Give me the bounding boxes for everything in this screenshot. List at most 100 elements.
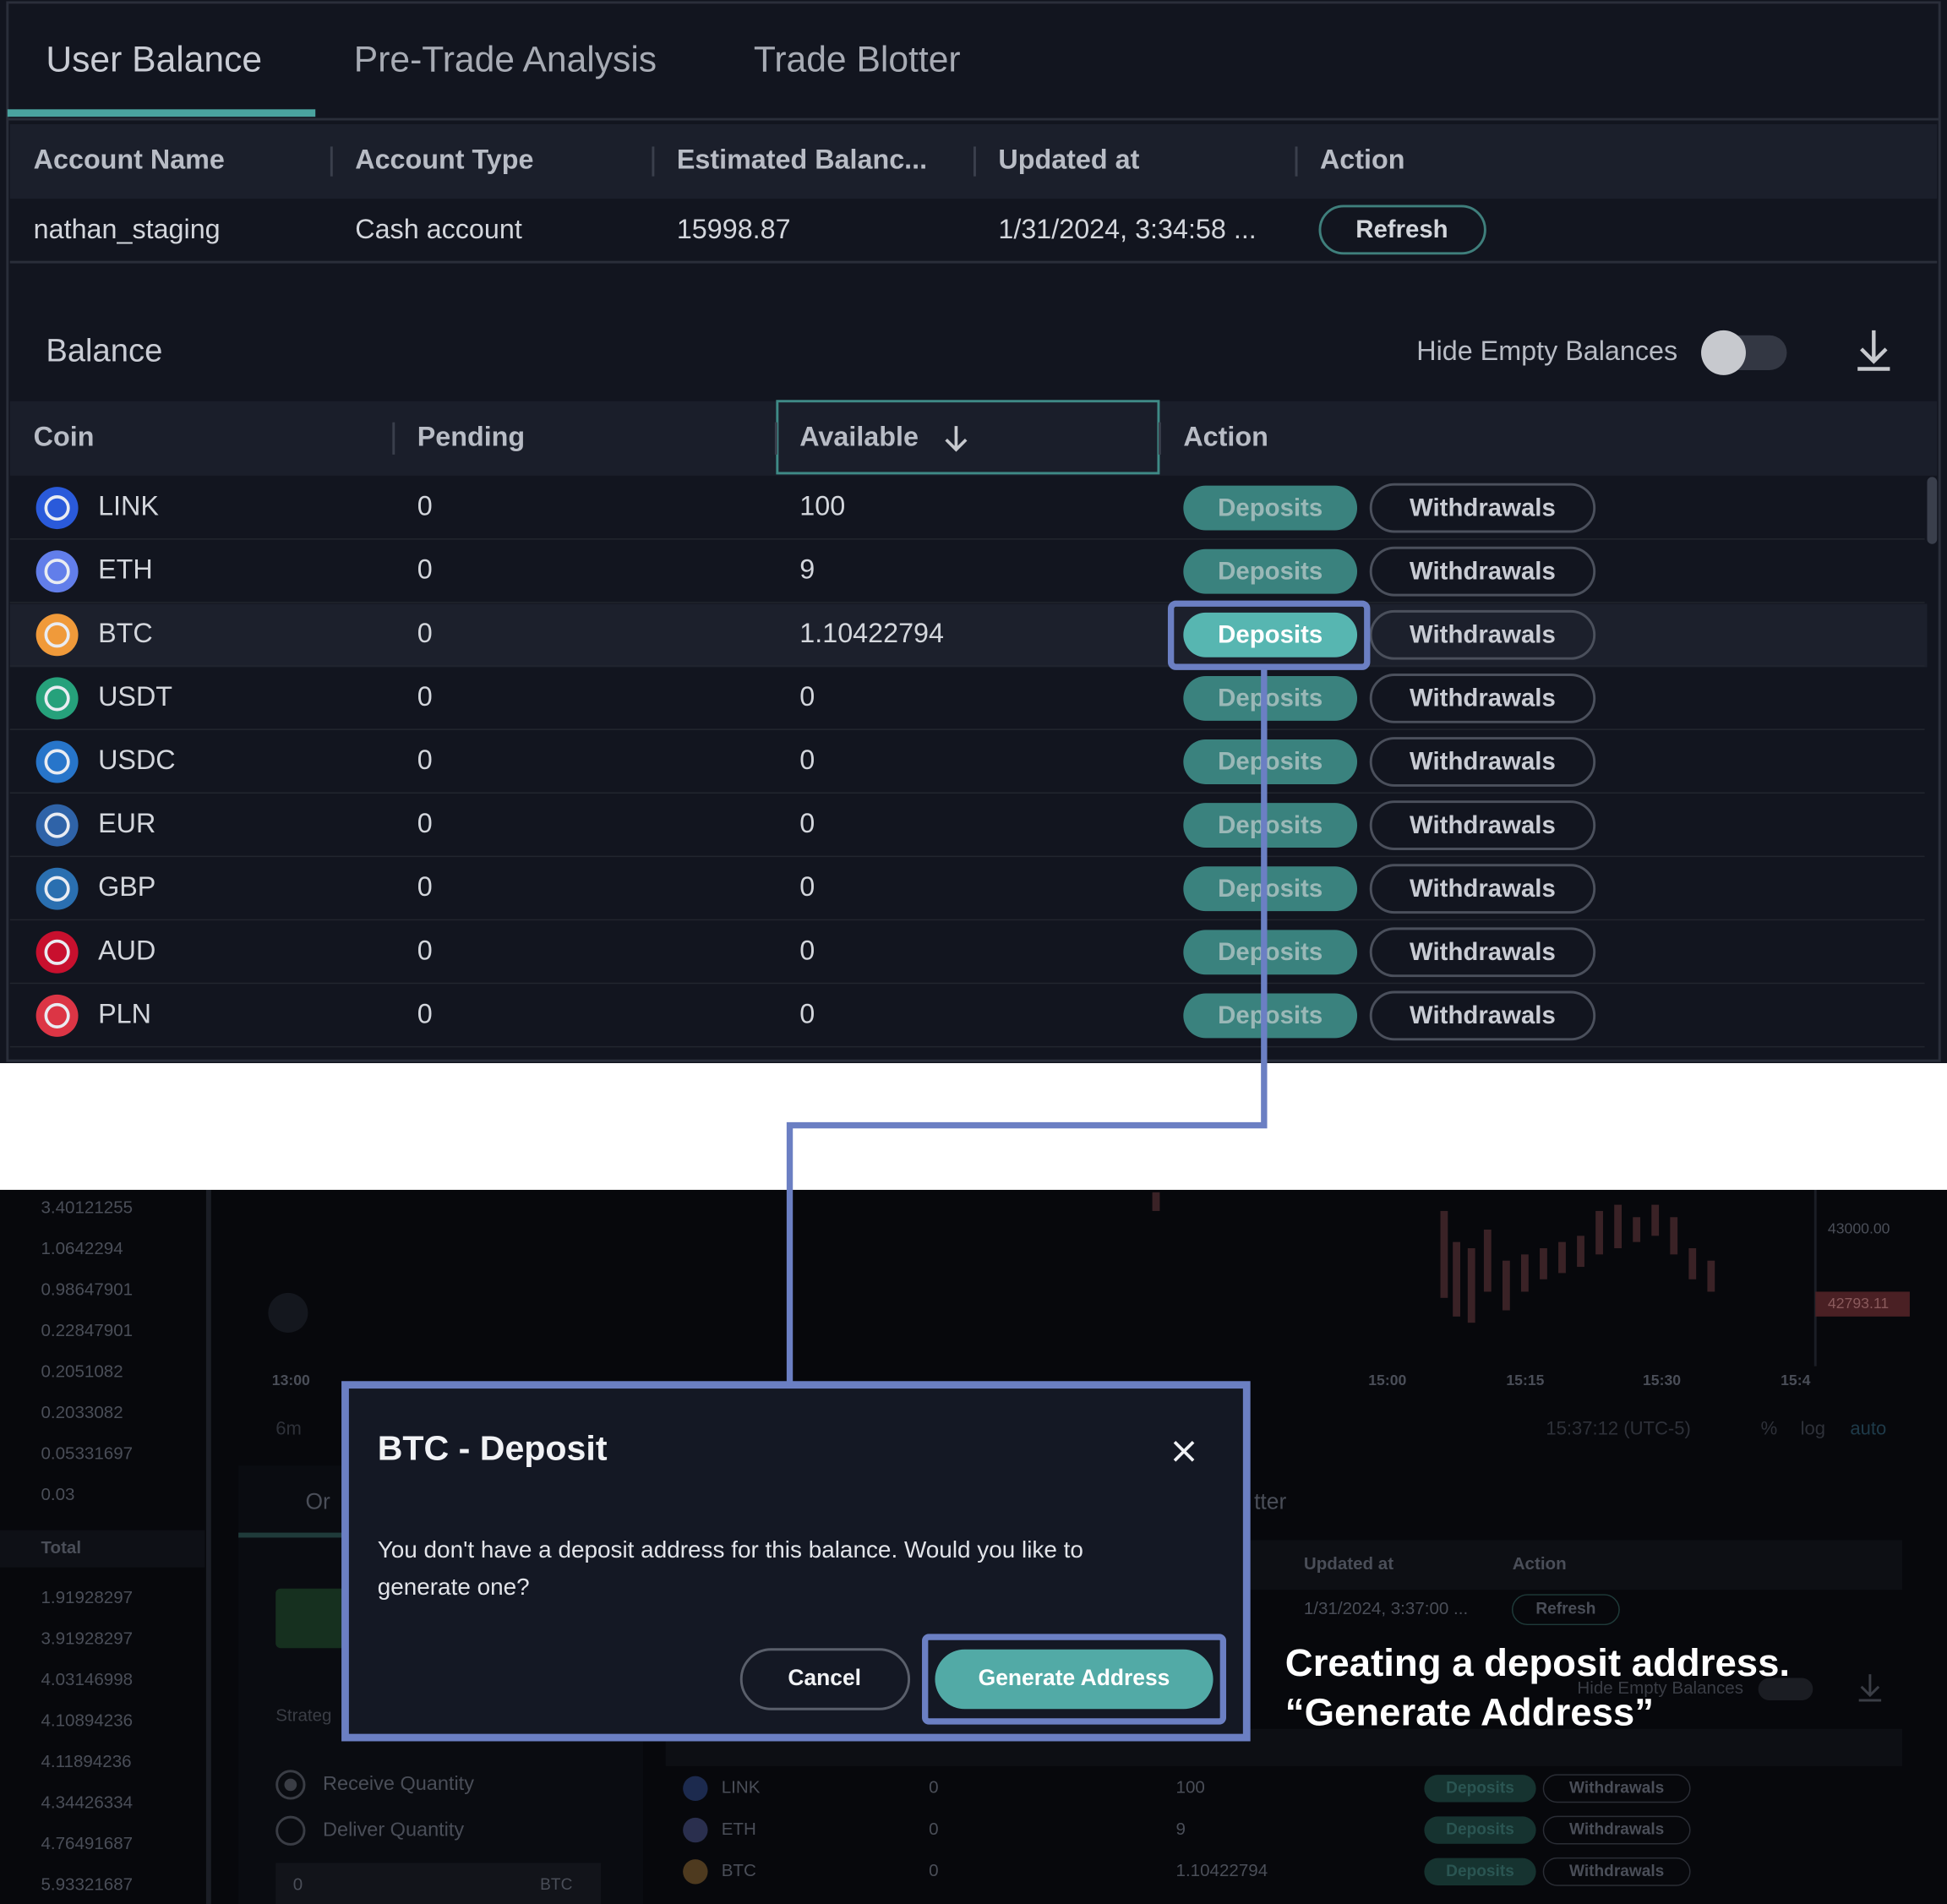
- coin-icon: [35, 867, 79, 910]
- tab: Pre-Trade Analysis: [354, 40, 657, 80]
- refresh-button[interactable]: [1318, 205, 1486, 255]
- generate-highlight: [922, 1634, 1227, 1725]
- withdraw-button[interactable]: [1369, 864, 1596, 914]
- pending: 0: [929, 1861, 938, 1880]
- total-band: [0, 1530, 205, 1568]
- pending: 0: [417, 554, 433, 585]
- cancel-button[interactable]: [739, 1648, 911, 1710]
- column-header: Action: [1183, 421, 1268, 451]
- tab-underline: [238, 1532, 363, 1538]
- close-icon[interactable]: [1173, 1440, 1195, 1462]
- qty-input: [275, 1863, 602, 1904]
- withdraw-button[interactable]: [1369, 927, 1596, 978]
- coin-icon: [683, 1859, 708, 1885]
- withdraw-label: Withdrawals: [1410, 875, 1556, 903]
- radio-label: Receive Quantity: [323, 1772, 474, 1794]
- deposit-button[interactable]: [1183, 866, 1358, 912]
- order-book-value: 0.2033082: [41, 1403, 123, 1422]
- withdraw-button[interactable]: [1369, 990, 1596, 1041]
- cancel-label: Cancel: [788, 1665, 861, 1690]
- available: 100: [799, 491, 845, 521]
- download-icon[interactable]: [1857, 330, 1890, 371]
- candle: [1633, 1217, 1641, 1242]
- withdraw-button[interactable]: [1369, 483, 1596, 533]
- deposit-label: Deposits: [1218, 557, 1323, 585]
- pending: 0: [417, 935, 433, 965]
- coin-icon-inner: [44, 1002, 70, 1028]
- total-value: 4.11894236: [41, 1752, 131, 1771]
- order-book-value: 0.98647901: [41, 1279, 133, 1299]
- deposit-label: Deposits: [1218, 875, 1323, 903]
- mini-refresh-label: Refresh: [1535, 1601, 1595, 1618]
- column-header: Account Name: [34, 145, 225, 175]
- withdraw-button[interactable]: [1369, 609, 1596, 660]
- pending: 0: [417, 491, 433, 521]
- deposit-button[interactable]: [1183, 675, 1358, 721]
- coin-name: ETH: [722, 1819, 756, 1839]
- deposit-button[interactable]: [1183, 739, 1358, 784]
- order-book-value: 0.03: [41, 1485, 74, 1504]
- coin-name: LINK: [722, 1778, 761, 1798]
- total-value: 3.91928297: [41, 1628, 133, 1648]
- available: 0: [799, 745, 815, 775]
- deposit-button[interactable]: [1183, 803, 1358, 848]
- candle: [1688, 1248, 1697, 1279]
- timeframe: 6m: [275, 1417, 302, 1438]
- total-label: Total: [41, 1538, 81, 1558]
- deposit-button[interactable]: [1183, 548, 1358, 594]
- coin-icon: [683, 1776, 708, 1802]
- coin-name: USDC: [98, 745, 176, 775]
- coin-name: BTC: [98, 618, 153, 648]
- deposit-label: Deposits: [1218, 621, 1323, 649]
- candle: [1651, 1204, 1660, 1236]
- modal-message: generate one?: [378, 1574, 530, 1600]
- deposit-label: Deposits: [1218, 748, 1323, 776]
- annotation: Creating a deposit address.: [1285, 1641, 1790, 1684]
- withdraw-label: Withdrawals: [1410, 621, 1556, 649]
- withdraw-button[interactable]: [1369, 674, 1596, 723]
- mini-refresh: [1511, 1594, 1620, 1626]
- withdraw-button[interactable]: [1369, 800, 1596, 850]
- order-book-value: 3.40121255: [41, 1198, 133, 1217]
- modal-message: You don't have a deposit address for thi…: [378, 1536, 1083, 1563]
- candle: [1670, 1217, 1678, 1255]
- pending: 0: [417, 871, 433, 902]
- deposit-label: Deposits: [1218, 811, 1323, 839]
- strategy-label: Strateg: [275, 1706, 331, 1726]
- coin-name: AUD: [98, 935, 155, 965]
- deposit-button[interactable]: [1183, 993, 1358, 1039]
- withdraw-label: Withdrawals: [1410, 748, 1556, 776]
- withdraw-button[interactable]: [1369, 546, 1596, 597]
- available: 100: [1176, 1778, 1205, 1798]
- order-book-value: 0.2051082: [41, 1361, 123, 1381]
- deposit-highlight: [1167, 600, 1371, 670]
- cell: nathan_staging: [34, 214, 221, 244]
- coin-icon-inner: [44, 876, 70, 902]
- deposit-button[interactable]: [1183, 612, 1358, 657]
- tab-underline: [7, 109, 316, 117]
- pending: 0: [417, 681, 433, 712]
- deposit-button[interactable]: [1183, 485, 1358, 531]
- connector: [786, 668, 1268, 1383]
- coin-icon: [35, 804, 79, 847]
- column-header: Updated at: [998, 145, 1139, 175]
- generate-button[interactable]: [935, 1649, 1213, 1710]
- mini-deposit-label: Deposits: [1446, 1821, 1514, 1839]
- time-label: 13:00: [272, 1372, 310, 1388]
- candle: [1453, 1241, 1460, 1317]
- coin-icon-inner: [44, 749, 70, 775]
- radio: [275, 1770, 306, 1800]
- tab-fragment: tter: [1254, 1488, 1286, 1514]
- column-header: Action: [1320, 145, 1405, 175]
- total-value: 4.34426334: [41, 1792, 133, 1812]
- withdraw-button[interactable]: [1369, 737, 1596, 787]
- coin-name: ETH: [98, 554, 153, 585]
- radio-label: Deliver Quantity: [323, 1818, 464, 1840]
- pending: 0: [417, 808, 433, 838]
- balance-header: [9, 401, 1938, 476]
- modal-title: BTC - Deposit: [378, 1428, 608, 1467]
- deposit-button[interactable]: [1183, 930, 1358, 975]
- mini-withdraw: [1542, 1815, 1691, 1845]
- mini-withdraw-label: Withdrawals: [1569, 1779, 1664, 1797]
